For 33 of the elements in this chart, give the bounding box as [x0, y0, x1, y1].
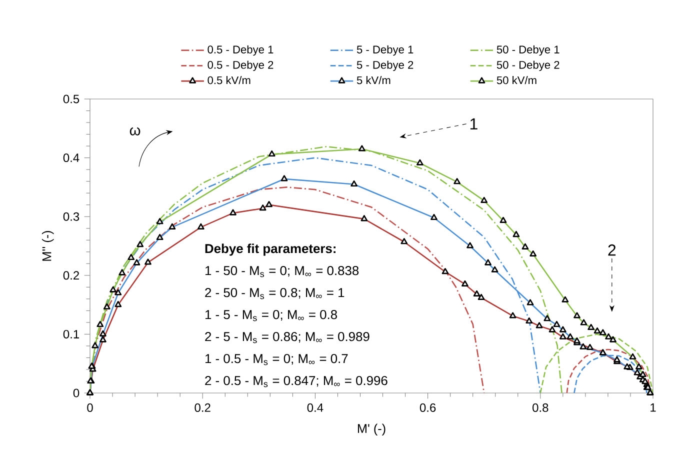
annotation: 2 - 50 - M$_{s}$ = 0.8; M$_{∞}$ = 1 [205, 288, 344, 300]
y-tick-label: 0 [73, 388, 80, 398]
annotation: 1 - 5 - M$_{s}$ = 0; M$_{∞}$ = 0.8 [205, 310, 337, 322]
legend-label: 50 - Debye 1 [496, 45, 560, 56]
x-tick-label: 1 [650, 403, 656, 412]
y-tick-label: 0.1 [63, 330, 80, 338]
annotation: 2 - 5 - M$_{s}$ = 0.86; M$_{∞}$ = 0.989 [205, 332, 370, 344]
annotation: 2 - 0.5 - M$_{s}$ = 0.847; M$_{∞}$ = 0.996 [205, 376, 388, 388]
annotation: 1 - 0.5 - M$_{s}$ = 0; M$_{∞}$ = 0.7 [205, 354, 348, 366]
x-tick-label: 0.2 [194, 403, 210, 412]
annotation: ω [130, 127, 140, 136]
x-tick-label: 0.8 [532, 403, 548, 412]
legend-label: 5 kV/m [356, 76, 390, 84]
legend-label: 50 kV/m [496, 76, 536, 84]
y-tick-label: 0.4 [63, 154, 80, 162]
x-axis-title: M' (-) [358, 424, 386, 436]
x-tick-label: 0 [87, 403, 93, 412]
annotation: 2 [608, 244, 616, 256]
annotation: 1 - 50 - M$_{s}$ = 0; M$_{∞}$ = 0.838 [205, 266, 359, 278]
legend-label: 5 - Debye 2 [356, 60, 414, 72]
legend-label: 5 - Debye 1 [356, 45, 414, 56]
y-tick-label: 0.3 [63, 212, 80, 221]
y-tick-label: 0.2 [63, 271, 79, 280]
y-tick-label: 0.5 [63, 94, 80, 104]
legend-label: 0.5 kV/m [208, 76, 250, 84]
x-tick-label: 0.6 [420, 403, 436, 412]
x-tick-label: 0.4 [307, 403, 324, 412]
y-axis-title: M'' (-) [42, 231, 54, 261]
legend-label: 0.5 - Debye 1 [208, 45, 274, 56]
legend-label: 0.5 - Debye 2 [208, 60, 274, 72]
annotation: Debye fit parameters: [205, 244, 336, 256]
legend-label: 50 - Debye 2 [496, 60, 560, 72]
annotation: 1 [470, 118, 478, 130]
